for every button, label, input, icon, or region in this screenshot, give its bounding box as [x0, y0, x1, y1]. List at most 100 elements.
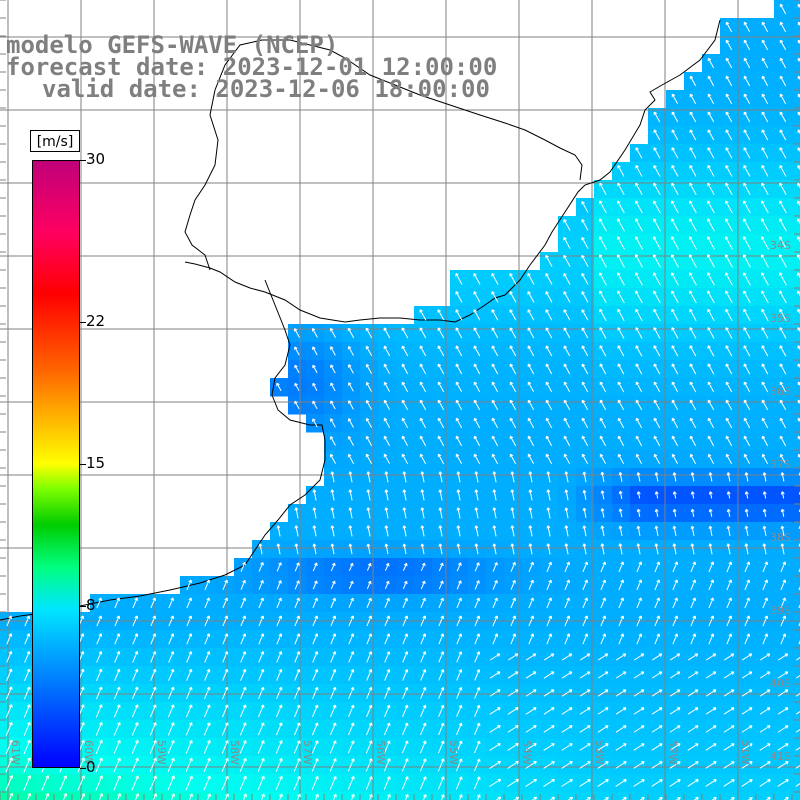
wind-arrow [491, 381, 499, 393]
wind-speed-cell [702, 792, 721, 800]
wind-arrow [689, 453, 697, 464]
wind-arrow [725, 381, 733, 393]
wind-arrow [690, 543, 695, 555]
wind-speed-cell [792, 162, 800, 181]
wind-arrow [222, 615, 229, 627]
wind-arrow [473, 453, 481, 465]
wind-arrow [131, 739, 139, 754]
wind-arrow [240, 597, 247, 609]
wind-arrow [437, 327, 445, 339]
wind-arrow [762, 579, 769, 591]
wind-arrow [510, 507, 515, 519]
wind-arrow [437, 776, 445, 790]
wind-arrow [366, 615, 373, 627]
wind-speed-cell [792, 558, 800, 577]
wind-arrow [689, 399, 697, 411]
wind-arrow [438, 597, 444, 609]
wind-arrow [491, 453, 499, 465]
wind-arrow [366, 651, 373, 663]
wind-arrow [795, 675, 800, 679]
wind-arrow [5, 775, 14, 791]
wind-arrow [312, 562, 318, 572]
wind-arrow [419, 417, 427, 429]
wind-speed-cell [792, 666, 800, 685]
wind-arrow [150, 651, 157, 663]
wind-speed-cell [792, 108, 800, 127]
wind-arrow [474, 489, 479, 501]
wind-arrow [23, 739, 31, 755]
wind-arrow [743, 111, 751, 123]
wind-arrow [419, 435, 427, 447]
wind-arrow [168, 633, 175, 645]
wind-speed-cell [792, 0, 800, 19]
wind-arrow [276, 615, 283, 627]
wind-arrow [636, 633, 643, 645]
wind-arrow [474, 722, 481, 736]
wind-arrow [743, 165, 751, 177]
wind-arrow [653, 308, 661, 321]
wind-arrow [705, 779, 717, 787]
wind-arrow [671, 453, 679, 464]
wind-arrow [725, 453, 733, 464]
wind-speed-cell [792, 738, 800, 757]
wind-arrow [654, 561, 661, 573]
wind-arrow [294, 686, 301, 699]
wind-arrow [617, 345, 625, 357]
wind-arrow [456, 471, 461, 483]
wind-arrow [203, 722, 211, 736]
wind-arrow [525, 653, 537, 661]
colorbar-tick-label: 8 [86, 595, 96, 614]
wind-speed-cell [792, 396, 800, 415]
wind-arrow [561, 653, 573, 661]
wind-arrow [438, 633, 445, 645]
wind-arrow [617, 453, 625, 464]
wind-arrow [275, 704, 283, 718]
wind-arrow [294, 400, 300, 410]
wind-arrow [240, 561, 246, 572]
wind-arrow [134, 793, 140, 800]
wind-arrow [167, 704, 175, 718]
wind-arrow [420, 597, 426, 609]
wind-arrow [543, 671, 555, 679]
wind-arrow [598, 236, 607, 250]
wind-arrow [366, 525, 371, 537]
wind-arrow [455, 776, 463, 790]
wind-arrow [633, 725, 645, 733]
wind-arrow [669, 671, 681, 679]
wind-arrow [77, 757, 85, 773]
wind-arrow [132, 597, 139, 609]
wind-arrow [795, 693, 800, 697]
wind-arrow [401, 740, 409, 754]
longitude-label: 54W [520, 740, 533, 765]
wind-arrow [149, 757, 157, 773]
wind-arrow [633, 671, 645, 679]
wind-arrow [131, 722, 139, 736]
wind-arrow [633, 707, 645, 715]
wind-arrow [420, 669, 427, 681]
wind-arrow [347, 327, 355, 339]
wind-arrow [168, 686, 175, 700]
wind-arrow [474, 507, 479, 519]
wind-arrow [615, 761, 627, 769]
wind-arrow [564, 597, 571, 609]
wind-arrow [491, 363, 499, 375]
wind-arrow [742, 254, 751, 268]
wind-arrow [384, 543, 389, 555]
wind-speed-cell [252, 792, 271, 800]
wind-arrow [579, 725, 591, 733]
wind-arrow [348, 489, 353, 501]
wind-arrow [741, 761, 753, 769]
wind-arrow [564, 507, 569, 519]
wind-arrow [96, 615, 103, 627]
wind-speed-cell [360, 792, 379, 800]
wind-arrow [726, 472, 731, 482]
wind-arrow [726, 525, 731, 537]
wind-arrow [581, 345, 589, 357]
wind-arrow [185, 722, 193, 736]
wind-arrow [113, 722, 121, 736]
wind-arrow [258, 543, 263, 555]
wind-arrow [617, 290, 625, 304]
wind-arrow [707, 111, 715, 123]
wind-arrow [671, 111, 679, 123]
wind-arrow [455, 273, 463, 285]
